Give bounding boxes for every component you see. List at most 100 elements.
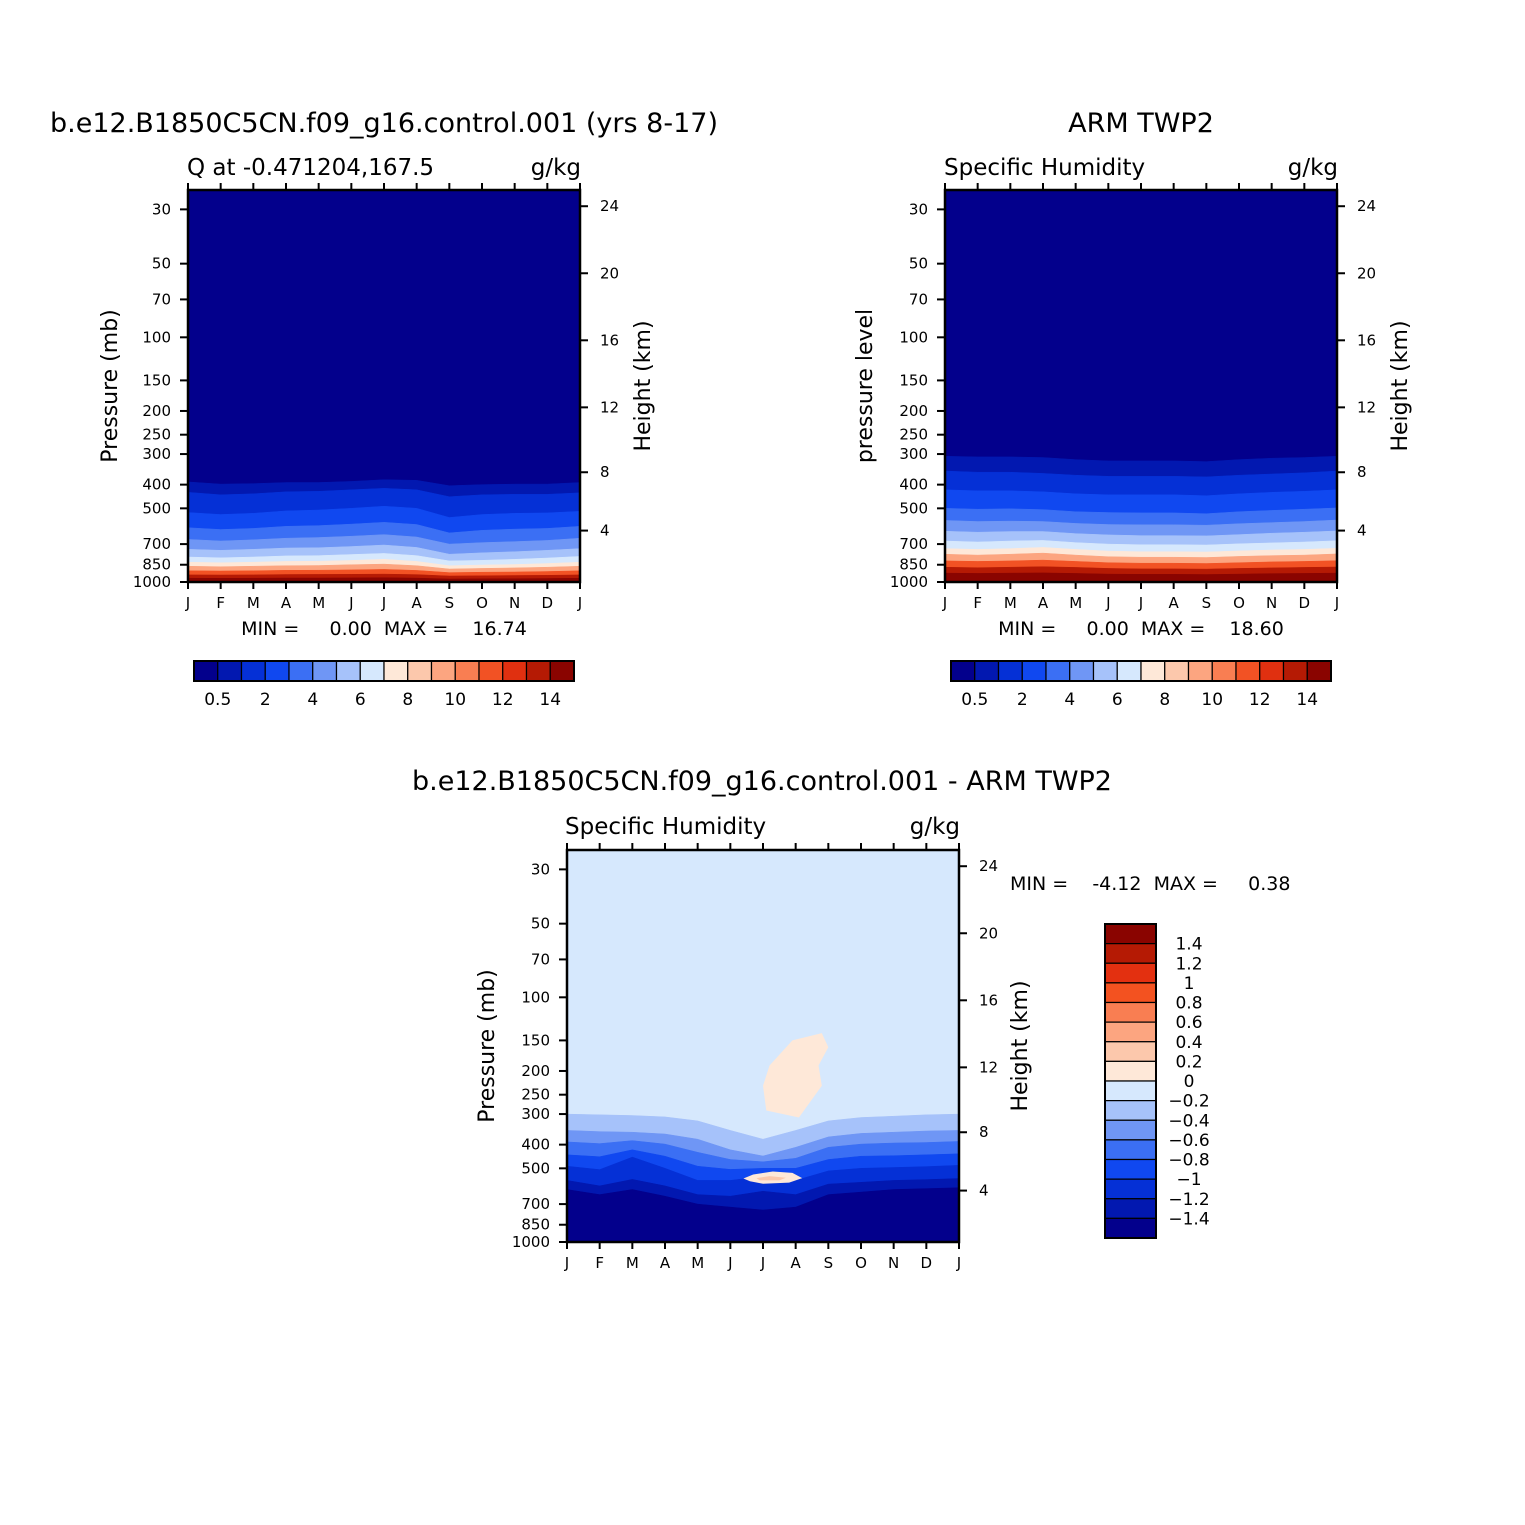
panel-diff-ytick-label: 50 — [531, 915, 550, 933]
panel-model-min-max: MIN = 0.00 MAX = 16.74 — [241, 618, 527, 640]
panel-obs-colorbar-label: 12 — [1249, 690, 1271, 710]
panel-diff-colorbar-label: −0.8 — [1168, 1151, 1209, 1171]
panel-diff-colorbar-label: −0.4 — [1168, 1111, 1209, 1131]
panel-obs-colorbar-box — [974, 660, 1000, 682]
panel-obs-colorbar-box — [1211, 660, 1237, 682]
panel-model-colorbar-box — [240, 660, 266, 682]
panel-obs-ytick-label: 250 — [899, 426, 928, 444]
panel-obs-colorbar-label: 14 — [1296, 690, 1318, 710]
panel-diff-colorbar-label: 0.8 — [1175, 994, 1202, 1014]
panel-model-ytick-label: 150 — [142, 371, 171, 389]
panel-model-ytick-label: 250 — [142, 426, 171, 444]
panel-diff-ylabel-right: Height (km) — [1008, 980, 1033, 1111]
panel-obs-colorbar-label: 2 — [1017, 690, 1028, 710]
panel-obs-colorbar-box — [1306, 660, 1332, 682]
panel-diff-colorbar-box — [1104, 1217, 1157, 1239]
panel-diff-patch-0 — [763, 1033, 829, 1118]
panel-obs-ytick-label: 50 — [909, 255, 928, 273]
panel-obs-ylabel: pressure level — [853, 309, 878, 463]
panel-obs-ytick-right-label: 16 — [1357, 331, 1376, 349]
panel-model-colorbar-label: 14 — [539, 690, 561, 710]
panel-obs-ytick-label: 100 — [899, 328, 928, 346]
panel-model-left-string: Q at -0.471204,167.5 — [187, 155, 434, 181]
panel-obs-band-14 — [945, 572, 1337, 582]
panel-obs-colorbar-label: 0.5 — [961, 690, 988, 710]
panel-diff-colorbar-box — [1104, 1100, 1157, 1121]
panel-diff-xtick-label: S — [824, 1254, 834, 1272]
panel-diff-colorbar-label: 0.4 — [1175, 1033, 1202, 1053]
panel-model-xtick-label: N — [509, 594, 520, 612]
panel-model-xtick-label: J — [185, 594, 190, 612]
panel-model-ytick-label: 500 — [142, 499, 171, 517]
panel-obs-colorbar-box — [1164, 660, 1190, 682]
panel-diff-band-m1p4 — [567, 1187, 959, 1242]
panel-diff-xtick-label: J — [564, 1254, 569, 1272]
panel-model-ylabel-right: Height (km) — [631, 320, 656, 451]
panel-diff-ytick-label: 150 — [521, 1031, 550, 1049]
panel-obs-xtick-label: M — [1069, 594, 1082, 612]
panel-obs-colorbar-box — [1116, 660, 1142, 682]
panel-diff-colorbar-frame — [1104, 923, 1157, 1239]
panel-obs-colorbar-box — [950, 660, 976, 682]
panel-model-xtick-label: S — [445, 594, 455, 612]
panel-diff-colorbar-box — [1104, 1178, 1157, 1200]
panel-model-ytick-label: 100 — [142, 328, 171, 346]
panel-model-colorbar-box — [549, 660, 575, 682]
panel-obs-xtick-label: N — [1266, 594, 1277, 612]
panel-diff-ytick-label: 200 — [521, 1062, 550, 1080]
panel-model-colorbar-box — [359, 660, 385, 682]
panel-model-xtick-label: M — [312, 594, 325, 612]
panel-model-ytick-label: 30 — [152, 200, 171, 218]
panel-obs-colorbar-box — [1069, 660, 1095, 682]
panel-diff-ylabel: Pressure (mb) — [475, 969, 500, 1123]
panel-obs-colorbar-box — [1140, 660, 1166, 682]
panel-obs-ytick-label: 70 — [909, 290, 928, 308]
panel-obs-colorbar-frame — [950, 660, 1332, 682]
panel-diff-colorbar-label: 1.4 — [1175, 935, 1202, 955]
panel-obs-min-max: MIN = 0.00 MAX = 18.60 — [998, 618, 1284, 640]
panel-model-ytick-label: 300 — [142, 445, 171, 463]
panel-diff-xtick-label: J — [727, 1254, 732, 1272]
panel-model-plot-area — [188, 190, 580, 582]
panel-obs-colorbar-box — [1259, 660, 1285, 682]
panel-model-ytick-right-label: 16 — [600, 331, 619, 349]
panel-model-colorbar-label: 4 — [307, 690, 318, 710]
panel-model-title: b.e12.B1850C5CN.f09_g16.control.001 (yrs… — [50, 108, 718, 139]
panel-obs-xtick-label: J — [942, 594, 947, 612]
panel-obs-xtick-label: S — [1202, 594, 1212, 612]
panel-obs-colorbar-box — [997, 660, 1023, 682]
panel-model-xtick-label: J — [348, 594, 353, 612]
panel-diff-colorbar-box — [1104, 1060, 1157, 1082]
panel-obs-xtick-label: J — [1334, 594, 1339, 612]
panel-diff-ytick-label: 700 — [521, 1195, 550, 1213]
panel-diff-xtick-label: F — [595, 1254, 604, 1272]
panel-obs-ytick-label: 700 — [899, 535, 928, 553]
panel-model-colorbar-box — [217, 660, 243, 682]
panel-model-xtick-label: A — [281, 594, 292, 612]
panel-obs-left-string: Specific Humidity — [944, 155, 1145, 181]
panel-model-colorbar-label: 12 — [492, 690, 514, 710]
panel-obs-ytick-label: 400 — [899, 476, 928, 494]
panel-model-colorbar-box — [454, 660, 480, 682]
panel-model-ytick-right-label: 4 — [600, 522, 610, 540]
panel-obs-colorbar-label: 10 — [1201, 690, 1223, 710]
panel-model-xtick-label: O — [476, 594, 488, 612]
panel-diff-colorbar-box — [1104, 1139, 1157, 1161]
panel-diff-ytick-right-label: 24 — [979, 857, 998, 875]
panel-model-colorbar-box — [264, 660, 290, 682]
panel-diff-ytick-right-label: 8 — [979, 1123, 989, 1141]
panel-diff-xtick-label: A — [660, 1254, 671, 1272]
panel-diff-ytick-right-label: 20 — [979, 924, 998, 942]
panel-diff-ytick-right-label: 12 — [979, 1058, 998, 1076]
panel-diff-ytick-label: 300 — [521, 1105, 550, 1123]
panel-diff-colorbar-box — [1104, 943, 1157, 964]
panel-obs-ytick-right-label: 4 — [1357, 522, 1367, 540]
panel-diff-ytick-label: 30 — [531, 860, 550, 878]
panel-diff-colorbar-box — [1104, 962, 1157, 984]
panel-diff-colorbar-box — [1104, 1001, 1157, 1023]
panel-diff-colorbar-box — [1104, 1041, 1157, 1062]
panel-obs-colorbar-label: 6 — [1112, 690, 1123, 710]
panel-obs-xtick-label: M — [1004, 594, 1017, 612]
panel-obs-ytick-label: 500 — [899, 499, 928, 517]
panel-model-xtick-label: F — [216, 594, 225, 612]
